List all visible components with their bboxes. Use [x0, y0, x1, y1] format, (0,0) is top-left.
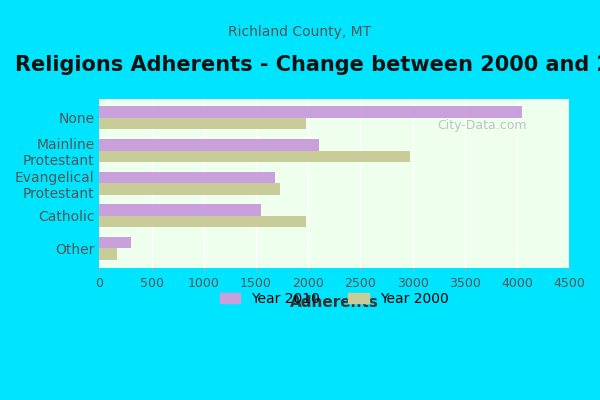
- Text: Richland County, MT: Richland County, MT: [229, 25, 371, 39]
- Bar: [100, 106, 522, 118]
- Title: Religions Adherents - Change between 2000 and 2010: Religions Adherents - Change between 200…: [14, 55, 600, 75]
- Bar: [100, 183, 280, 194]
- Legend: Year 2010, Year 2000: Year 2010, Year 2000: [214, 286, 454, 311]
- X-axis label: Adherents: Adherents: [290, 295, 379, 310]
- Bar: [100, 118, 306, 129]
- Bar: [100, 237, 131, 248]
- Bar: [100, 204, 261, 216]
- Bar: [100, 172, 275, 183]
- Bar: [100, 216, 306, 227]
- Bar: [100, 248, 117, 260]
- Bar: [100, 139, 319, 150]
- Bar: [100, 150, 410, 162]
- Text: City-Data.com: City-Data.com: [437, 119, 527, 132]
